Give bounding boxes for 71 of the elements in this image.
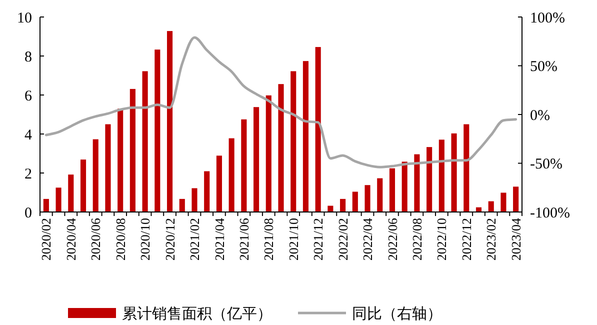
bar (105, 124, 111, 212)
bar (56, 188, 62, 212)
bar (438, 140, 444, 212)
x-tick-label: 2022/06 (384, 218, 400, 261)
bar (228, 138, 234, 212)
x-tick-label: 2021/06 (236, 218, 252, 261)
bar (340, 198, 346, 212)
y2-tick-label: -100% (530, 205, 570, 222)
bar (92, 139, 98, 212)
x-tick-label: 2021/08 (261, 218, 276, 261)
bar (302, 61, 308, 212)
bar (290, 71, 296, 212)
bar (278, 84, 284, 212)
bar (118, 108, 124, 212)
y-tick-label: 4 (24, 127, 32, 144)
bar (389, 168, 396, 212)
bar (315, 47, 321, 212)
x-tick-label: 2022/04 (360, 218, 376, 261)
bar (464, 124, 470, 212)
bar (500, 192, 506, 212)
bar (216, 156, 222, 212)
bar (154, 50, 160, 212)
x-tick-label: 2022/02 (335, 218, 350, 261)
bar (488, 201, 494, 212)
bar (414, 154, 420, 212)
legend-label: 同比（右轴） (352, 305, 442, 322)
bar (426, 147, 432, 212)
x-tick-label: 2020/06 (88, 218, 104, 261)
y2-tick-label: 50% (530, 59, 558, 75)
y2-tick-label: 0% (530, 108, 550, 124)
x-tick-label: 2021/04 (212, 218, 227, 261)
x-tick-label: 2020/08 (112, 218, 128, 261)
bar (166, 31, 173, 212)
bar (266, 95, 272, 212)
y2-tick-label: 100% (530, 10, 565, 26)
bar (68, 174, 74, 212)
x-tick-label: 2022/08 (410, 218, 424, 261)
bar (241, 119, 247, 212)
y-tick-label: 10 (17, 10, 32, 26)
y-tick-label: 8 (24, 49, 32, 66)
x-tick-label: 2020/02 (38, 218, 54, 261)
bar (43, 198, 49, 212)
x-tick-label: 2020/10 (138, 218, 153, 261)
y-tick-label: 6 (24, 88, 32, 104)
x-tick-label: 2023/02 (484, 218, 499, 261)
x-tick-label: 2022/10 (434, 218, 450, 261)
bar (179, 198, 185, 212)
bar (513, 186, 519, 212)
x-tick-label: 2021/02 (187, 218, 202, 261)
bar (451, 133, 457, 212)
x-tick-label: 2020/04 (63, 218, 78, 261)
bar (80, 160, 86, 212)
x-tick-label: 2021/10 (286, 218, 301, 261)
bar (254, 107, 260, 212)
x-tick-label: 2022/12 (458, 218, 474, 261)
y-tick-label: 0 (24, 205, 32, 222)
bar (402, 162, 408, 212)
bar (377, 178, 383, 212)
bar (130, 88, 136, 212)
legend-label: 累计销售面积（亿平） (122, 305, 272, 322)
x-tick-label: 2023/04 (508, 218, 524, 261)
line-series (44, 36, 518, 168)
bar (192, 188, 198, 212)
bar (204, 171, 210, 212)
bar (352, 192, 358, 212)
y-tick-label: 2 (24, 166, 32, 182)
x-tick-label: 2020/12 (162, 218, 178, 261)
x-tick-label: 2021/12 (310, 218, 326, 261)
bar (142, 71, 148, 212)
y2-tick-label: -50% (530, 156, 562, 172)
bar (364, 185, 370, 212)
